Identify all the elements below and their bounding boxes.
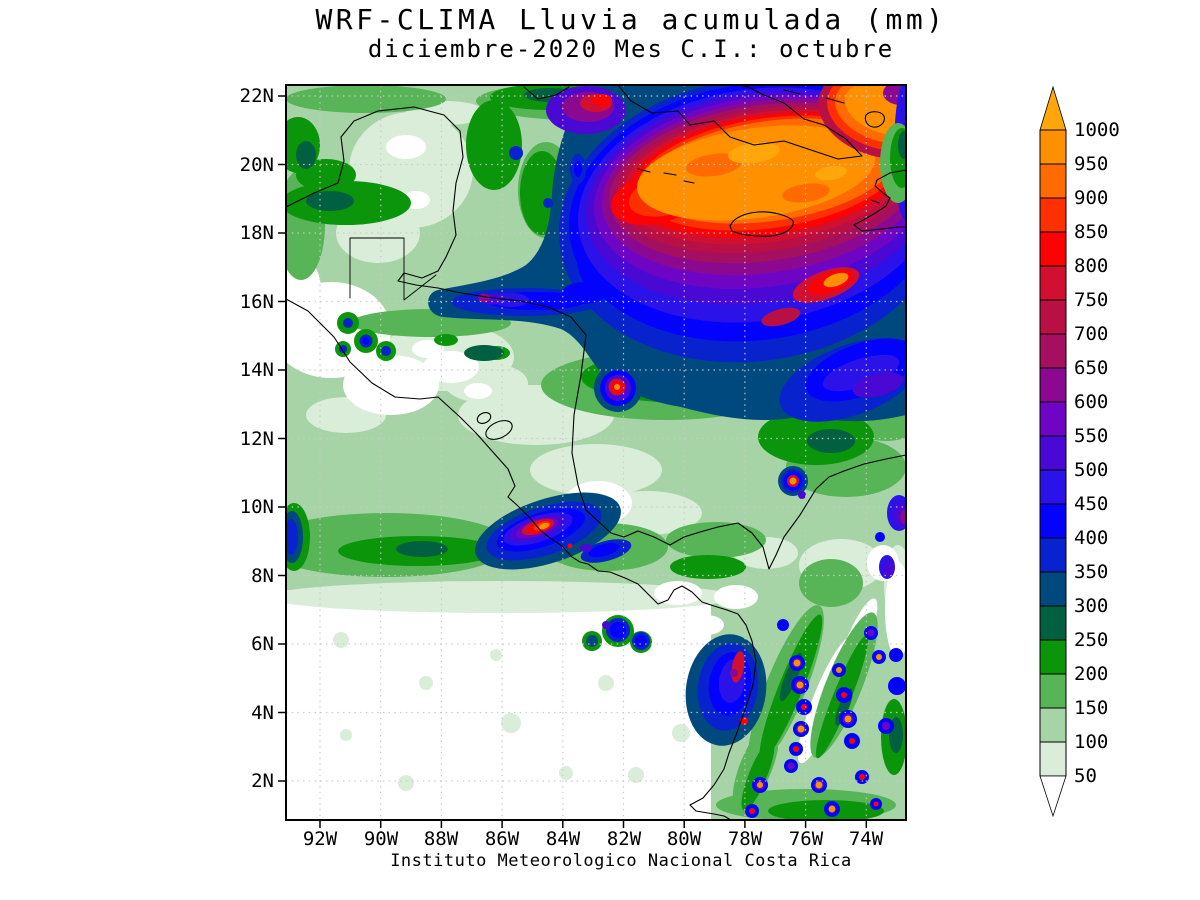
lat-tick-label: 4N: [251, 702, 274, 724]
coastlines: [286, 85, 906, 820]
colorbar-cell: [1039, 673, 1067, 709]
longitude-ticks: [319, 820, 868, 828]
lon-tick-label: 82W: [606, 828, 642, 850]
colorbar-cell: [1039, 163, 1067, 199]
lon-tick-label: 74W: [848, 828, 884, 850]
colorbar-level-label: 750: [1074, 289, 1108, 311]
lon-tick-label: 80W: [666, 828, 702, 850]
latitude-ticks: [278, 95, 286, 782]
colorbar-cells: [1039, 85, 1067, 818]
coastline-cuba: [523, 85, 863, 184]
colorbar-level-label: 200: [1074, 663, 1108, 685]
chart-title: WRF-CLIMA Lluvia acumulada (mm): [315, 3, 947, 36]
colorbar-underflow-arrow: [1039, 775, 1067, 818]
colorbar-cell: [1039, 197, 1067, 233]
colorbar-cell: [1039, 401, 1067, 437]
lon-tick-label: 76W: [788, 828, 824, 850]
precip-andes-speckles: [745, 619, 906, 818]
colorbar-level-label: 650: [1074, 357, 1108, 379]
colorbar-level-label: 800: [1074, 255, 1108, 277]
precip-caribbean-maximum: [428, 85, 906, 422]
lake-managua: [476, 412, 492, 424]
precipitation-map: [278, 84, 907, 828]
colorbar-cell: [1039, 639, 1067, 675]
coastline-caribbean-mainland: [286, 106, 906, 570]
precip-pacific-speckles: [333, 632, 690, 791]
lat-tick-label: 6N: [251, 633, 274, 655]
colorbar-cell: [1039, 129, 1067, 165]
colorbar-level-label: 600: [1074, 391, 1108, 413]
colorbar-cell: [1039, 503, 1067, 539]
lat-tick-label: 16N: [239, 291, 274, 313]
lon-tick-label: 86W: [484, 828, 520, 850]
coastline-pacific-mainland: [286, 298, 757, 820]
lon-tick-label: 84W: [545, 828, 581, 850]
coastline-small-islands: [783, 89, 885, 128]
colorbar-cell: [1039, 265, 1067, 301]
colorbar-level-label: 250: [1074, 629, 1108, 651]
coastline-jamaica: [729, 211, 794, 237]
lon-tick-label: 92W: [302, 828, 338, 850]
colorbar-level-label: 850: [1074, 221, 1108, 243]
political-borders: [349, 237, 437, 301]
colorbar-level-label: 900: [1074, 187, 1108, 209]
colorbar-cell: [1039, 741, 1067, 777]
colorbar-cell: [1039, 333, 1067, 369]
colorbar-cell: [1039, 469, 1067, 505]
lat-tick-label: 12N: [239, 428, 274, 450]
precip-colombia-cells: [685, 466, 906, 746]
colorbar-level-label: 300: [1074, 595, 1108, 617]
colorbar-cell: [1039, 571, 1067, 607]
colorbar-level-label: 100: [1074, 731, 1108, 753]
lon-tick-label: 88W: [423, 828, 459, 850]
lat-tick-label: 14N: [239, 359, 274, 381]
precip-costa-rica-maximum: [475, 492, 632, 570]
colorbar-level-label: 50: [1074, 765, 1097, 787]
lake-nicaragua: [485, 420, 513, 440]
colorbar-level-label: 950: [1074, 153, 1108, 175]
map-frame: [278, 84, 907, 828]
colorbar-cell: [1039, 605, 1067, 641]
colorbar-level-label: 450: [1074, 493, 1108, 515]
lat-tick-label: 20N: [239, 154, 274, 176]
colorbar-cell: [1039, 367, 1067, 403]
lat-tick-label: 22N: [239, 85, 274, 107]
colorbar-cell: [1039, 707, 1067, 743]
colorbar-overflow-arrow: [1039, 85, 1067, 131]
colorbar-labels: 1000 950 900 850 800 750 700 650 600 550 500 450 400…: [1074, 119, 1120, 787]
colorbar-level-label: 400: [1074, 527, 1108, 549]
lon-tick-label: 90W: [363, 828, 399, 850]
colorbar-level-label: 500: [1074, 459, 1108, 481]
chart-subtitle: diciembre-2020 Mes C.I.: octubre: [367, 35, 895, 63]
coastline-hispaniola: [853, 169, 906, 232]
lat-tick-label: 10N: [239, 496, 274, 518]
colorbar-level-label: 1000: [1074, 119, 1120, 141]
colorbar-level-label: 350: [1074, 561, 1108, 583]
lat-tick-label: 2N: [251, 770, 274, 792]
lat-tick-label: 8N: [251, 565, 274, 587]
source-credit: Instituto Meteorologico Nacional Costa R…: [390, 851, 852, 871]
colorbar-cell: [1039, 299, 1067, 335]
gridlines: [286, 85, 906, 820]
colorbar-cell: [1039, 537, 1067, 573]
colorbar-level-label: 550: [1074, 425, 1108, 447]
colorbar-cell: [1039, 435, 1067, 471]
colorbar-cell: [1039, 231, 1067, 267]
lon-tick-label: 78W: [727, 828, 763, 850]
lat-tick-label: 18N: [239, 222, 274, 244]
precip-local-cells: [286, 318, 650, 650]
colorbar: 1000 950 900 850 800 750 700 650 600 550 500 450 400…: [1039, 85, 1120, 818]
colorbar-level-label: 700: [1074, 323, 1108, 345]
colorbar-level-label: 150: [1074, 697, 1108, 719]
